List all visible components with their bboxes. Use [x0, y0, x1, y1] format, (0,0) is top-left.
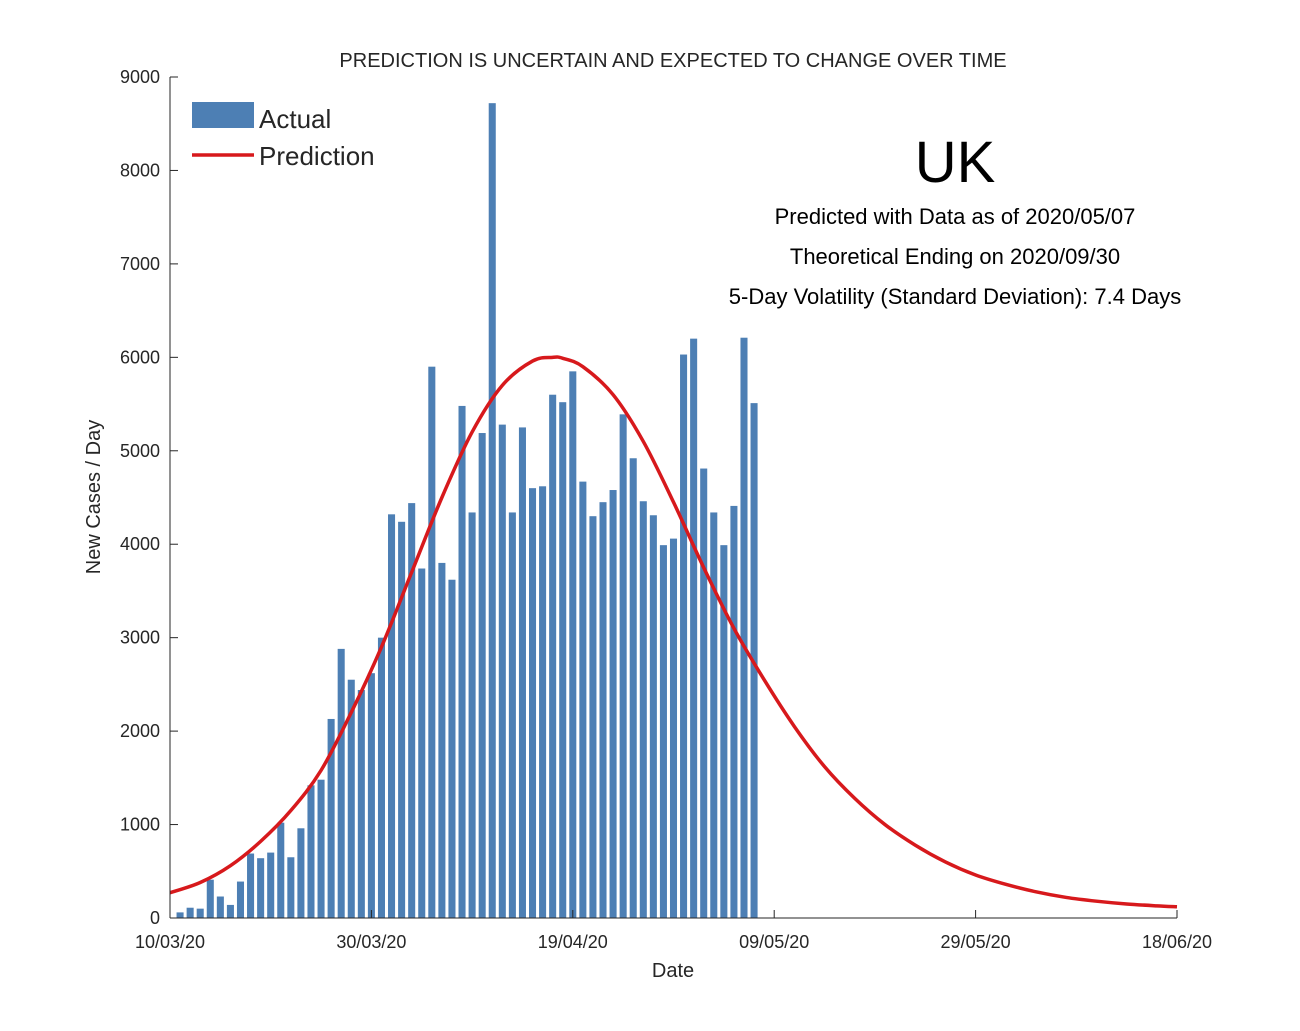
actual-bar: [186, 907, 194, 918]
actual-bar: [700, 468, 708, 918]
actual-bar: [528, 488, 537, 918]
actual-bar: [247, 853, 255, 918]
x-tick-label: 19/04/20: [538, 932, 608, 952]
legend-actual-swatch: [192, 102, 254, 128]
actual-bar: [408, 503, 416, 918]
actual-bar: [257, 858, 265, 918]
actual-bar: [619, 414, 627, 918]
actual-bar: [236, 881, 245, 918]
x-ticks: 10/03/20 30/03/20 19/04/20 09/05/20 29/05/20…: [135, 910, 1212, 952]
actual-bar: [267, 852, 275, 918]
actual-bar: [518, 427, 526, 918]
actual-bar: [438, 562, 446, 918]
x-tick-label: 09/05/20: [739, 932, 809, 952]
y-tick-label: 1000: [120, 815, 160, 835]
actual-bar: [388, 514, 396, 918]
actual-bars: [176, 103, 758, 919]
actual-bar: [398, 521, 406, 918]
actual-bar: [277, 822, 285, 918]
y-tick-label: 3000: [120, 628, 160, 648]
actual-bar: [629, 458, 637, 918]
y-tick-label: 8000: [120, 160, 160, 180]
actual-bar: [327, 718, 335, 918]
country-label: UK: [915, 130, 996, 195]
actual-bar: [307, 785, 315, 918]
actual-bar: [730, 505, 738, 918]
y-axis-label: New Cases / Day: [83, 420, 105, 575]
annotation-block: UK Predicted with Data as of 2020/05/07 …: [729, 130, 1181, 309]
actual-bar: [539, 486, 547, 918]
x-tick-label: 30/03/20: [336, 932, 406, 952]
actual-bar: [478, 433, 486, 918]
x-tick-label: 18/06/20: [1142, 932, 1212, 952]
actual-bar: [579, 481, 587, 918]
actual-bar: [669, 538, 678, 918]
chart-title: PREDICTION IS UNCERTAIN AND EXPECTED TO …: [339, 50, 1006, 72]
prediction-line: [169, 355, 1178, 909]
actual-bar: [448, 579, 456, 918]
y-tick-label: 4000: [120, 534, 160, 554]
actual-bar: [337, 648, 345, 918]
x-axis-label: Date: [652, 960, 694, 982]
actual-bar: [710, 512, 718, 918]
actual-bar: [216, 896, 224, 918]
prediction-date-note: Predicted with Data as of 2020/05/07: [775, 204, 1136, 229]
actual-bar: [428, 366, 436, 919]
actual-bar: [609, 490, 617, 918]
x-tick-label: 10/03/20: [135, 932, 205, 952]
y-tick-label: 7000: [120, 254, 160, 274]
y-tick-label: 0: [150, 908, 160, 928]
actual-bar: [599, 502, 607, 918]
actual-bar: [569, 371, 577, 919]
actual-bar: [196, 908, 204, 918]
actual-bar: [639, 501, 647, 918]
volatility-note: 5-Day Volatility (Standard Deviation): 7…: [729, 284, 1181, 309]
actual-bar: [549, 394, 557, 918]
actual-bar: [468, 512, 476, 918]
y-ticks: 0 1000 2000 3000 4000 5000 6000 7000 8000 9000: [120, 67, 178, 928]
actual-bar: [649, 515, 657, 918]
y-tick-label: 9000: [120, 67, 160, 87]
legend-prediction-label: Prediction: [259, 141, 375, 171]
actual-bar: [367, 673, 375, 918]
axes: [169, 77, 1177, 919]
actual-bar: [176, 912, 184, 918]
actual-bar: [297, 828, 305, 918]
legend-actual-label: Actual: [259, 104, 331, 134]
actual-bar: [498, 424, 506, 918]
y-tick-label: 2000: [120, 721, 160, 741]
prediction-line-layer: [169, 355, 1178, 909]
actual-bar: [589, 516, 597, 918]
actual-bar: [377, 637, 385, 918]
actual-bar: [206, 879, 214, 918]
actual-bar: [488, 103, 496, 919]
actual-bar: [226, 904, 234, 918]
actual-bar: [740, 337, 748, 919]
actual-bar: [559, 402, 567, 919]
ending-date-note: Theoretical Ending on 2020/09/30: [790, 244, 1120, 269]
actual-bar: [357, 689, 365, 918]
y-tick-label: 6000: [120, 347, 160, 367]
actual-bar: [418, 568, 426, 918]
actual-bar: [680, 354, 688, 918]
x-tick-label: 29/05/20: [941, 932, 1011, 952]
actual-bar: [287, 857, 295, 918]
actual-bar: [347, 679, 355, 918]
actual-bar: [690, 338, 698, 919]
actual-bar: [317, 779, 325, 918]
actual-bar: [508, 512, 516, 918]
actual-bar: [720, 545, 728, 918]
y-tick-label: 5000: [120, 441, 160, 461]
actual-bar: [659, 545, 667, 918]
legend: Actual Prediction: [192, 102, 375, 171]
actual-bar: [458, 405, 466, 918]
